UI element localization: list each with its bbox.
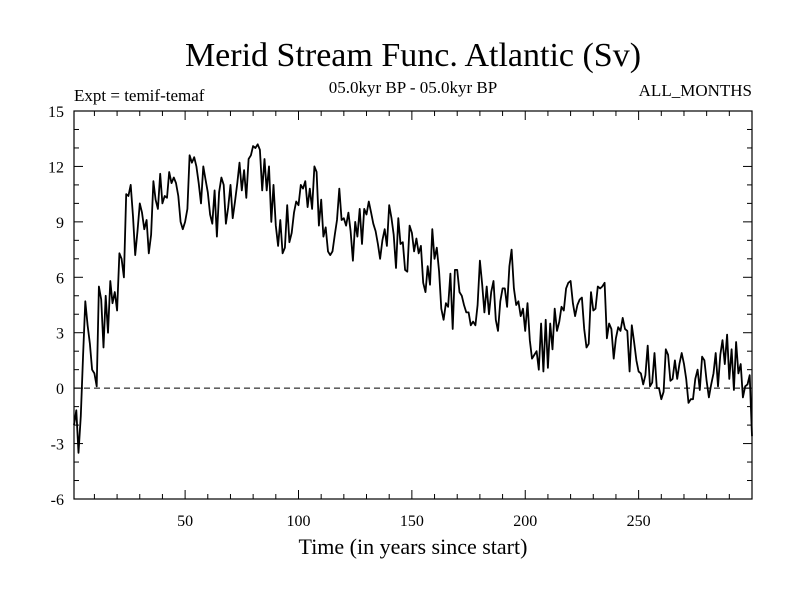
subtitle-left: Expt = temif-temaf bbox=[74, 86, 205, 105]
x-tick-label: 50 bbox=[177, 513, 193, 530]
subtitle-right: ALL_MONTHS bbox=[639, 81, 752, 100]
x-tick-label: 150 bbox=[400, 513, 424, 530]
chart-title: Merid Stream Func. Atlantic (Sv) bbox=[185, 37, 641, 74]
x-axis-label: Time (in years since start) bbox=[299, 534, 528, 559]
series-line-merid-stream-func bbox=[73, 143, 753, 454]
plot-area: 50 100 150 200 250 -6 -3 0 3 6 9 12 15 bbox=[48, 104, 753, 530]
y-tick-label: 12 bbox=[48, 159, 64, 176]
y-tick-label: -6 bbox=[51, 492, 64, 509]
x-tick-label: 200 bbox=[513, 513, 537, 530]
subtitle-center: 05.0kyr BP - 05.0kyr BP bbox=[329, 78, 497, 97]
y-tick-label: 0 bbox=[56, 381, 64, 398]
y-tick-label: 9 bbox=[56, 215, 64, 232]
y-tick-label: 15 bbox=[48, 104, 64, 121]
x-tick-label: 250 bbox=[627, 513, 651, 530]
y-tick-label: 6 bbox=[56, 270, 64, 287]
y-tick-label: -3 bbox=[51, 437, 64, 454]
plot-frame bbox=[73, 110, 753, 500]
x-tick-label: 100 bbox=[286, 513, 310, 530]
y-tick-label: 3 bbox=[56, 326, 64, 343]
